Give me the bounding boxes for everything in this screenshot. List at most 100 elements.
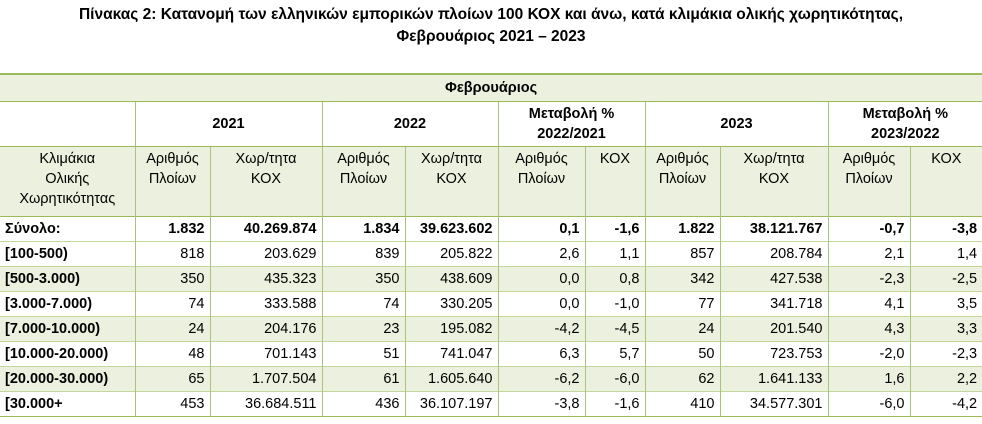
data-row: [20.000-30.000) 65 1.707.504 61 1.605.640 -6,… [0,366,982,392]
header-line: Χωρητικότητας [19,191,116,207]
cell: 857 [644,241,720,267]
cell: -3,8 [909,216,982,242]
header-line: Πλοίων [845,171,893,187]
cell: 1.605.640 [404,366,498,392]
row-label: [100-500) [0,241,135,267]
column-header: Χωρ/τητα ΚΟΧ [209,146,322,217]
cell: 51 [321,341,405,367]
header-line: Αριθμός [656,151,709,167]
cell: 62 [644,366,720,392]
cell: 23 [321,316,405,342]
cell: 0,0 [497,291,585,317]
cell: 4,3 [827,316,910,342]
header-line: Πλοίων [339,171,388,187]
row-label: [3.000-7.000) [0,291,135,317]
cell: 195.082 [404,316,498,342]
data-row: Σύνολο: 1.832 40.269.874 1.834 39.623.602 0,1… [0,216,982,242]
cell: 1,6 [827,366,910,392]
cell: -2,3 [827,266,910,292]
cell: 1,4 [909,241,982,267]
cell: 6,3 [497,341,585,367]
row-label: [10.000-20.000) [0,341,135,367]
cell: 2,1 [827,241,910,267]
data-row: [30.000+ 453 36.684.511 436 36.107.197 -3,8 -1… [0,391,982,417]
cell: -4,2 [497,316,585,342]
cell: -6,2 [497,366,585,392]
cell: 61 [321,366,405,392]
cell: 203.629 [209,241,322,267]
row-label: Σύνολο: [0,216,135,242]
column-header: Αριθμός Πλοίων [644,146,720,217]
cell: -2,0 [827,341,910,367]
cell: 438.609 [404,266,498,292]
cell: 453 [134,391,210,417]
header-line: Χωρ/τητα [421,151,482,167]
title: Πίνακας 2: Κατανομή των ελληνικών εμπορι… [0,0,982,73]
row-label: [30.000+ [0,391,135,417]
cell: 48 [134,341,210,367]
cell: -4,5 [584,316,645,342]
header-line: 2023/2022 [871,126,940,142]
cell: 0,0 [497,266,585,292]
header-line: ΚΟΧ [250,171,282,187]
header-cell [0,101,135,147]
cell: 410 [644,391,720,417]
cell: 1.822 [644,216,720,242]
column-header: ΚΟΧ [584,146,645,217]
header-line: ΚΟΧ [758,171,790,187]
cell: 0,8 [584,266,645,292]
header-line: Αριθμός [337,151,390,167]
cell: 1,1 [584,241,645,267]
cell: 36.107.197 [404,391,498,417]
header-line: Ολικής [45,171,90,187]
data-row: [100-500) 818 203.629 839 205.822 2,6 1,1 857 20… [0,241,982,267]
period-header: 2023 [644,101,828,147]
cell: 1.832 [134,216,210,242]
header-row: Κλιμάκια Ολικής Χωρητικότητας Αριθμός Πλοίων… [0,146,982,217]
header-line: Χωρ/τητα [743,151,805,167]
cell: 435.323 [209,266,322,292]
cell: 204.176 [209,316,322,342]
period-header: 2021 [134,101,322,147]
column-header: Χωρ/τητα ΚΟΧ [404,146,498,217]
row-label: [7.000-10.000) [0,316,135,342]
cell: -0,7 [827,216,910,242]
title-line: Φεβρουάριος 2021 – 2023 [396,28,586,45]
cell: 40.269.874 [209,216,322,242]
column-header: Αριθμός Πλοίων [827,146,910,217]
group-header: Φεβρουάριος [0,73,982,102]
cell: 205.822 [404,241,498,267]
cell: 5,7 [584,341,645,367]
cell: 65 [134,366,210,392]
column-header: ΚΟΧ [909,146,982,217]
cell: -2,3 [909,341,982,367]
cell: 2,2 [909,366,982,392]
header-line: Μεταβολή % [528,106,615,122]
column-header: Κλιμάκια Ολικής Χωρητικότητας [0,146,135,217]
header-line: Χωρ/τητα [235,151,297,167]
cell: -1,6 [584,216,645,242]
cell: 34.577.301 [719,391,828,417]
cell: 74 [321,291,405,317]
cell: -4,2 [909,391,982,417]
period-header: Μεταβολή % 2022/2021 [497,101,645,147]
cell: -2,5 [909,266,982,292]
row-label: [20.000-30.000) [0,366,135,392]
data-row: [3.000-7.000) 74 333.588 74 330.205 0,0 -1,0 77… [0,291,982,317]
data-row: [10.000-20.000) 48 701.143 51 741.047 6,3 5,7 5… [0,341,982,367]
cell: 701.143 [209,341,322,367]
header-line: Αριθμός [842,151,896,167]
cell: 50 [644,341,720,367]
header-line: Πλοίων [658,171,707,187]
data-row: [7.000-10.000) 24 204.176 23 195.082 -4,2 -4,5… [0,316,982,342]
cell: -1,0 [584,291,645,317]
column-header: Αριθμός Πλοίων [134,146,210,217]
cell: 350 [321,266,405,292]
cell: 4,1 [827,291,910,317]
cell: 723.753 [719,341,828,367]
cell: -3,8 [497,391,585,417]
cell: 3,5 [909,291,982,317]
header-line: 2022 [393,116,427,132]
cell: -6,0 [584,366,645,392]
